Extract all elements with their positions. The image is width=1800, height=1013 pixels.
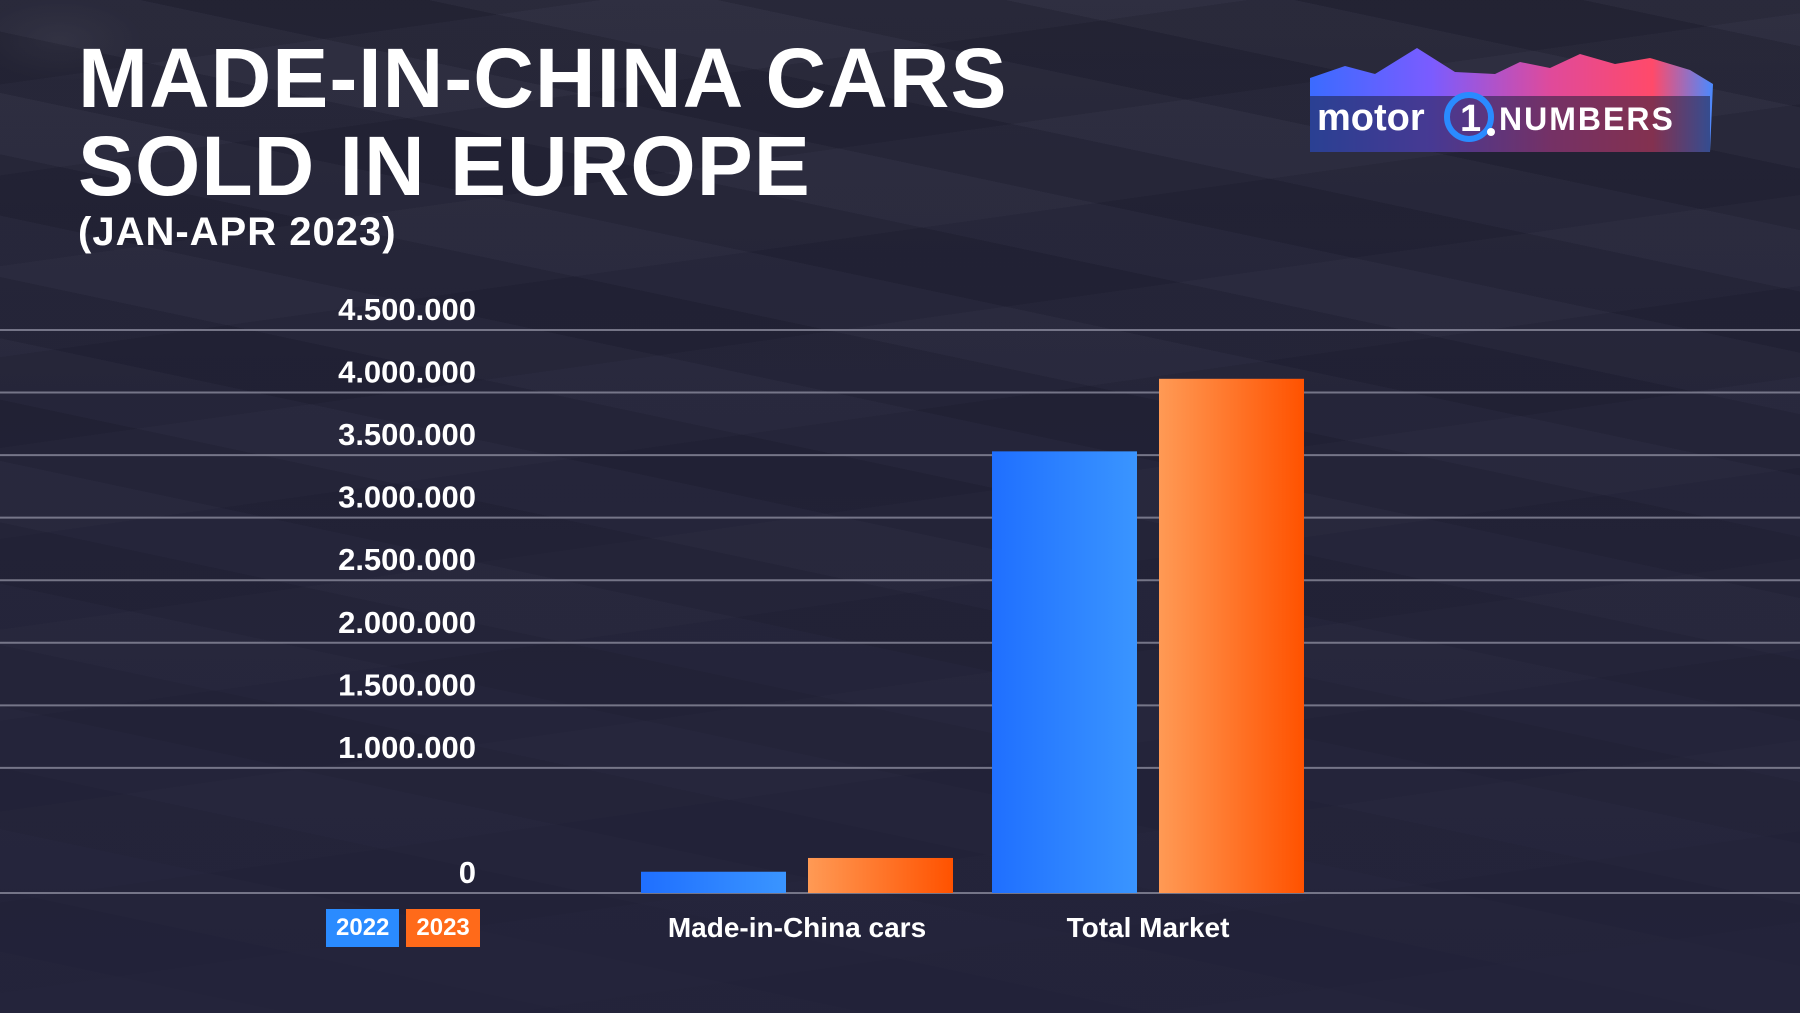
motor1-numbers-logo: motor 1 NUMBERS — [1310, 48, 1713, 152]
y-tick-label: 2.500.000 — [338, 542, 476, 577]
y-axis-ticks: 0 1.000.000 1.500.000 2.000.000 2.500.000 3.0… — [338, 292, 476, 890]
subtitle: (JAN-APR 2023) — [78, 210, 397, 254]
logo-text-numbers: NUMBERS — [1499, 101, 1675, 137]
logo-text-motor: motor — [1317, 97, 1425, 139]
y-tick-label: 1.000.000 — [338, 730, 476, 765]
bar-2023-0 — [808, 857, 953, 893]
logo-text-mark: 1 — [1460, 98, 1481, 140]
legend-item-2022: 2022 — [326, 909, 400, 947]
bars — [641, 378, 1304, 893]
title-line-1: MADE-IN-CHINA CARS — [78, 31, 1008, 125]
category-label: Total Market — [1067, 912, 1230, 943]
x-axis-categories: Made-in-China cars Total Market — [668, 912, 1230, 943]
y-tick-label: 1.500.000 — [338, 667, 476, 702]
y-tick-label: 0 — [459, 855, 476, 890]
legend: 2022 2023 — [326, 909, 487, 947]
y-tick-label: 2.000.000 — [338, 605, 476, 640]
y-tick-label: 3.500.000 — [338, 417, 476, 452]
y-tick-label: 4.000.000 — [338, 355, 476, 390]
grid-lines — [0, 329, 1800, 894]
page-title: MADE-IN-CHINA CARS SOLD IN EUROPE — [78, 34, 1008, 210]
logo-ring-icon — [1444, 92, 1494, 142]
legend-item-2023: 2023 — [406, 909, 480, 947]
bar-2022-0 — [641, 871, 786, 893]
y-tick-label: 3.000.000 — [338, 480, 476, 515]
bar-2022-1 — [992, 451, 1137, 893]
bar-2023-1 — [1159, 378, 1304, 893]
y-tick-label: 4.500.000 — [338, 292, 476, 327]
category-label: Made-in-China cars — [668, 912, 926, 943]
title-line-2: SOLD IN EUROPE — [78, 119, 811, 213]
